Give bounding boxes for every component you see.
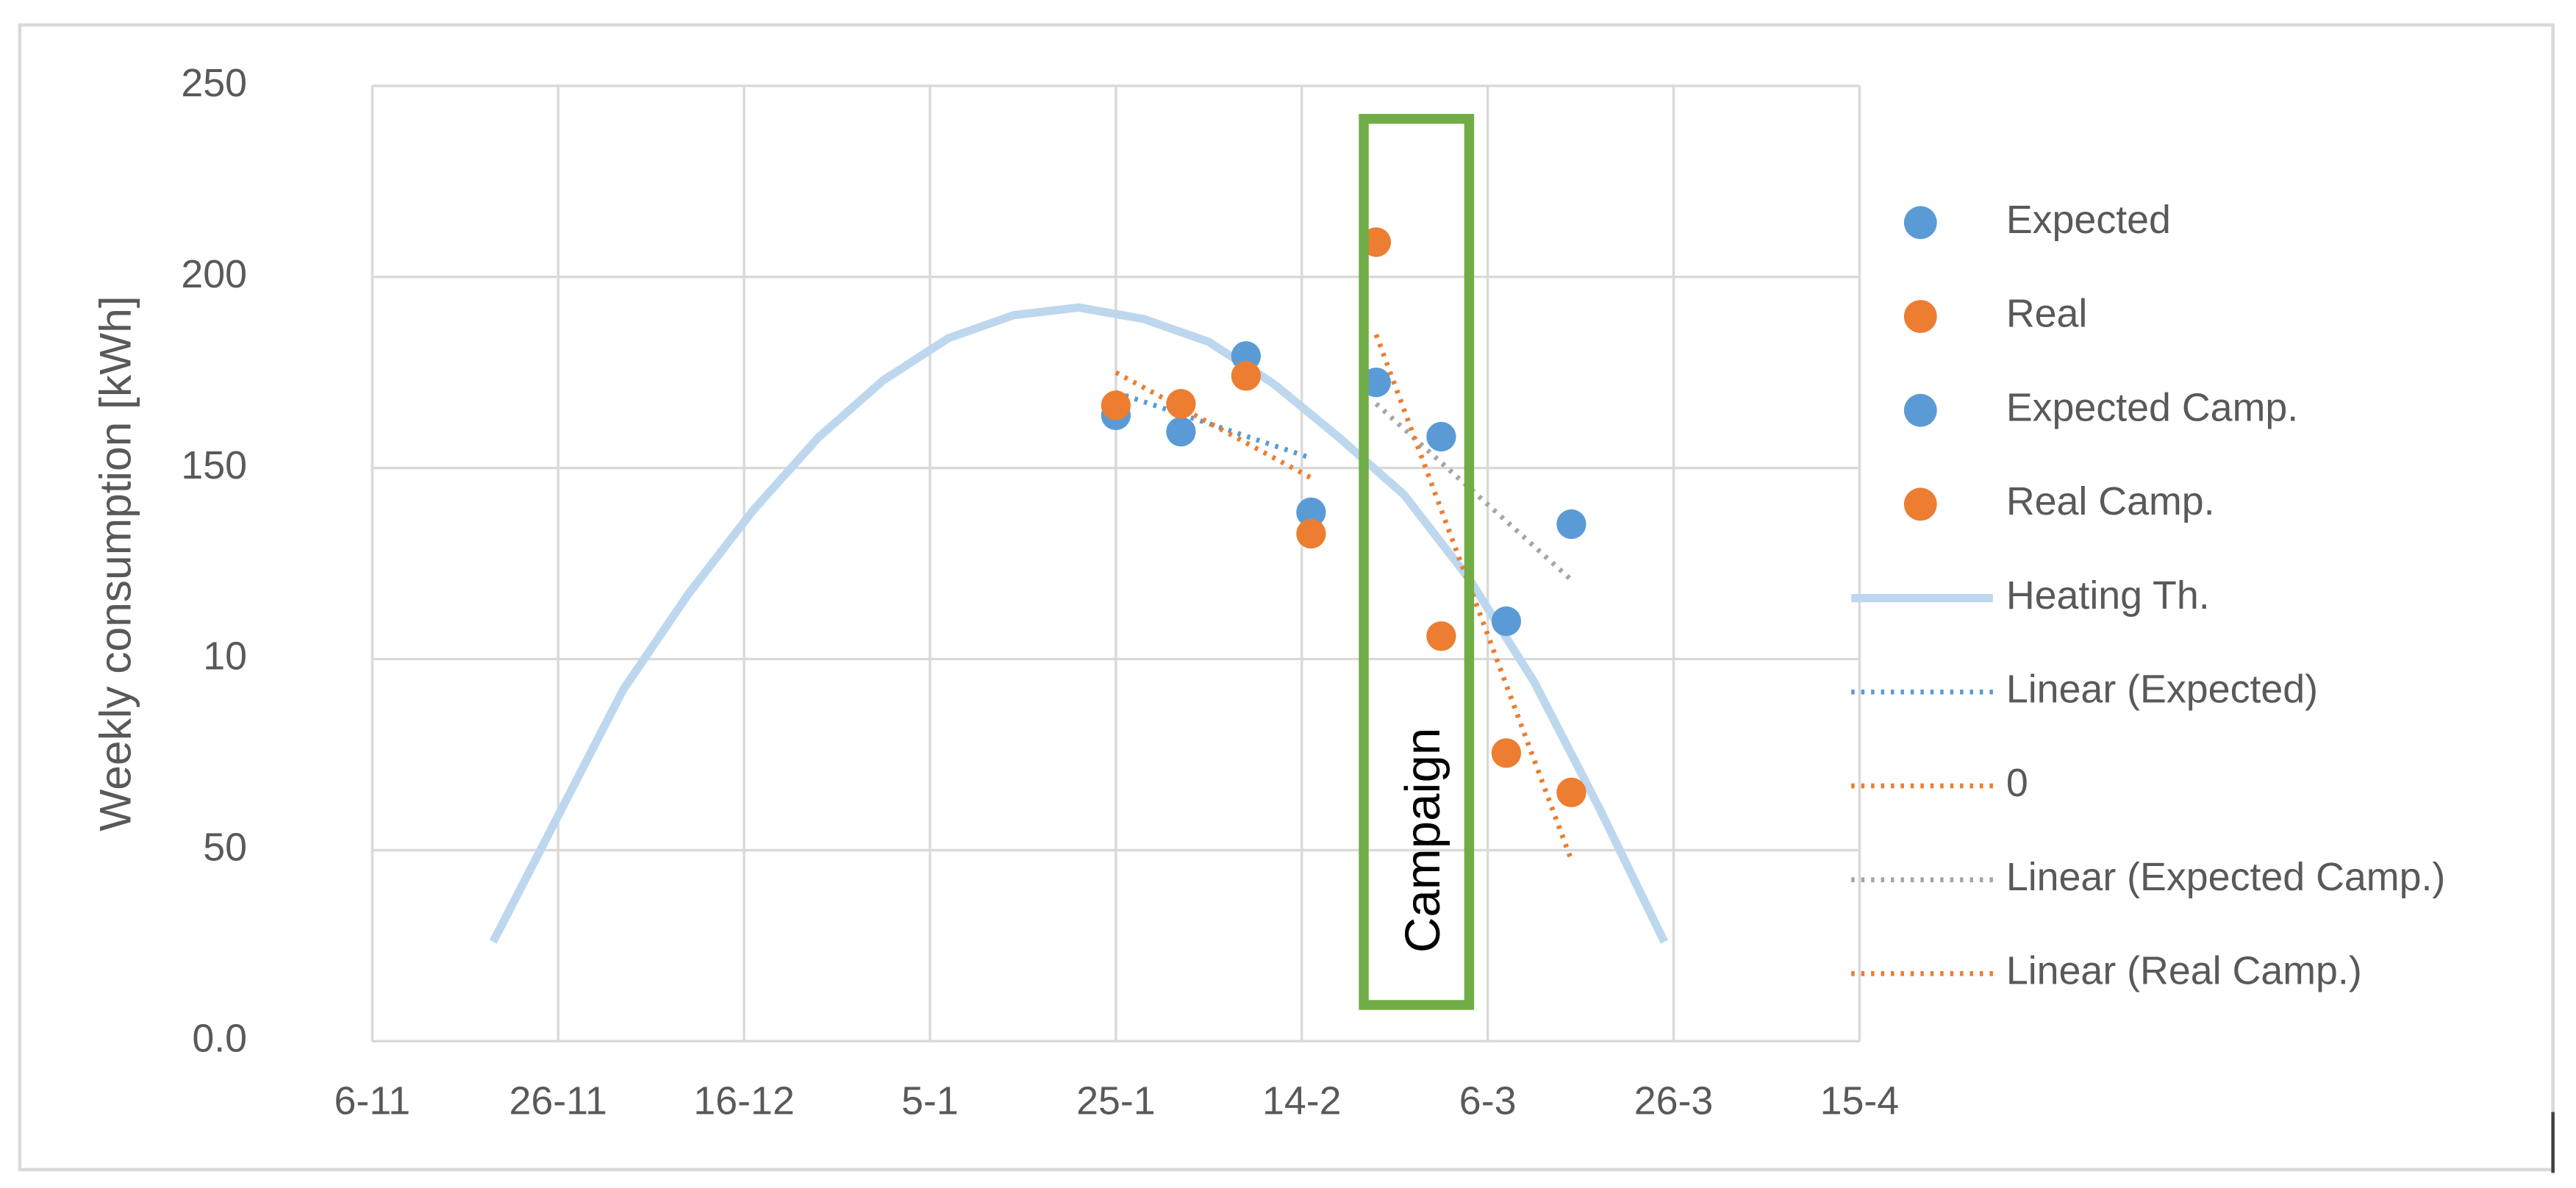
x-tick-label: 15-4: [1820, 1079, 1900, 1123]
campaign-label: Campaign: [1395, 728, 1450, 953]
legend-marker: [1903, 206, 1937, 240]
trend-line: [1373, 334, 1574, 862]
point: [1556, 777, 1586, 808]
legend-label: Expected: [2006, 198, 2171, 242]
point: [1491, 606, 1522, 637]
point: [1361, 368, 1392, 398]
point: [1166, 417, 1196, 447]
legend-marker: [1903, 487, 1937, 521]
point: [1231, 361, 1262, 391]
point: [1101, 390, 1131, 421]
y-tick-label: 10: [203, 634, 247, 679]
legend-label: Expected Camp.: [2006, 385, 2298, 429]
x-tick-label: 26-11: [509, 1079, 607, 1123]
x-tick-label: 6-3: [1459, 1079, 1517, 1123]
legend-label: Real: [2006, 292, 2088, 336]
point: [1556, 509, 1586, 540]
y-tick-label: 250: [181, 61, 247, 105]
x-tick-label: 16-12: [693, 1079, 794, 1123]
x-tick-label: 14-2: [1262, 1079, 1342, 1123]
plot-area: 0.0 50 10 150 200 250 6-11 26-11 16-12 5-1 25-1 14-…: [181, 61, 1899, 1123]
legend-label: Linear (Real Camp.): [2006, 949, 2362, 993]
y-tick-label: 200: [181, 252, 247, 296]
x-tick-label: 25-1: [1076, 1079, 1156, 1123]
legend-label: Real Camp.: [2006, 479, 2215, 523]
chart-border: [18, 23, 2555, 1172]
legend-marker: [1903, 393, 1937, 427]
y-axis-label: Weekly consumption [kWh]: [90, 296, 140, 831]
point: [1296, 518, 1326, 549]
campaign-box: [1359, 113, 1475, 1010]
point: [1426, 621, 1456, 651]
trend-line: [1115, 370, 1313, 481]
y-tick-label: 0.0: [192, 1016, 247, 1060]
x-tick-label: 5-1: [901, 1079, 959, 1123]
legend-label: 0: [2006, 761, 2028, 805]
legend-label: Linear (Expected): [2006, 668, 2318, 712]
x-tick-label: 26-3: [1634, 1079, 1714, 1123]
y-tick-label: 50: [203, 826, 247, 870]
point: [1166, 389, 1196, 419]
legend-marker: [1903, 300, 1937, 333]
point: [1491, 738, 1522, 768]
point: [1426, 421, 1456, 452]
legend: Expected Real Expected Camp. Real Camp. Heat…: [1851, 198, 2445, 993]
legend-label: Heating Th.: [2006, 573, 2210, 618]
legend-label: Linear (Expected Camp.): [2006, 855, 2446, 899]
y-tick-label: 150: [181, 443, 247, 487]
x-tick-label: 6-11: [334, 1079, 411, 1123]
point: [1361, 227, 1392, 257]
point: [1296, 497, 1326, 528]
